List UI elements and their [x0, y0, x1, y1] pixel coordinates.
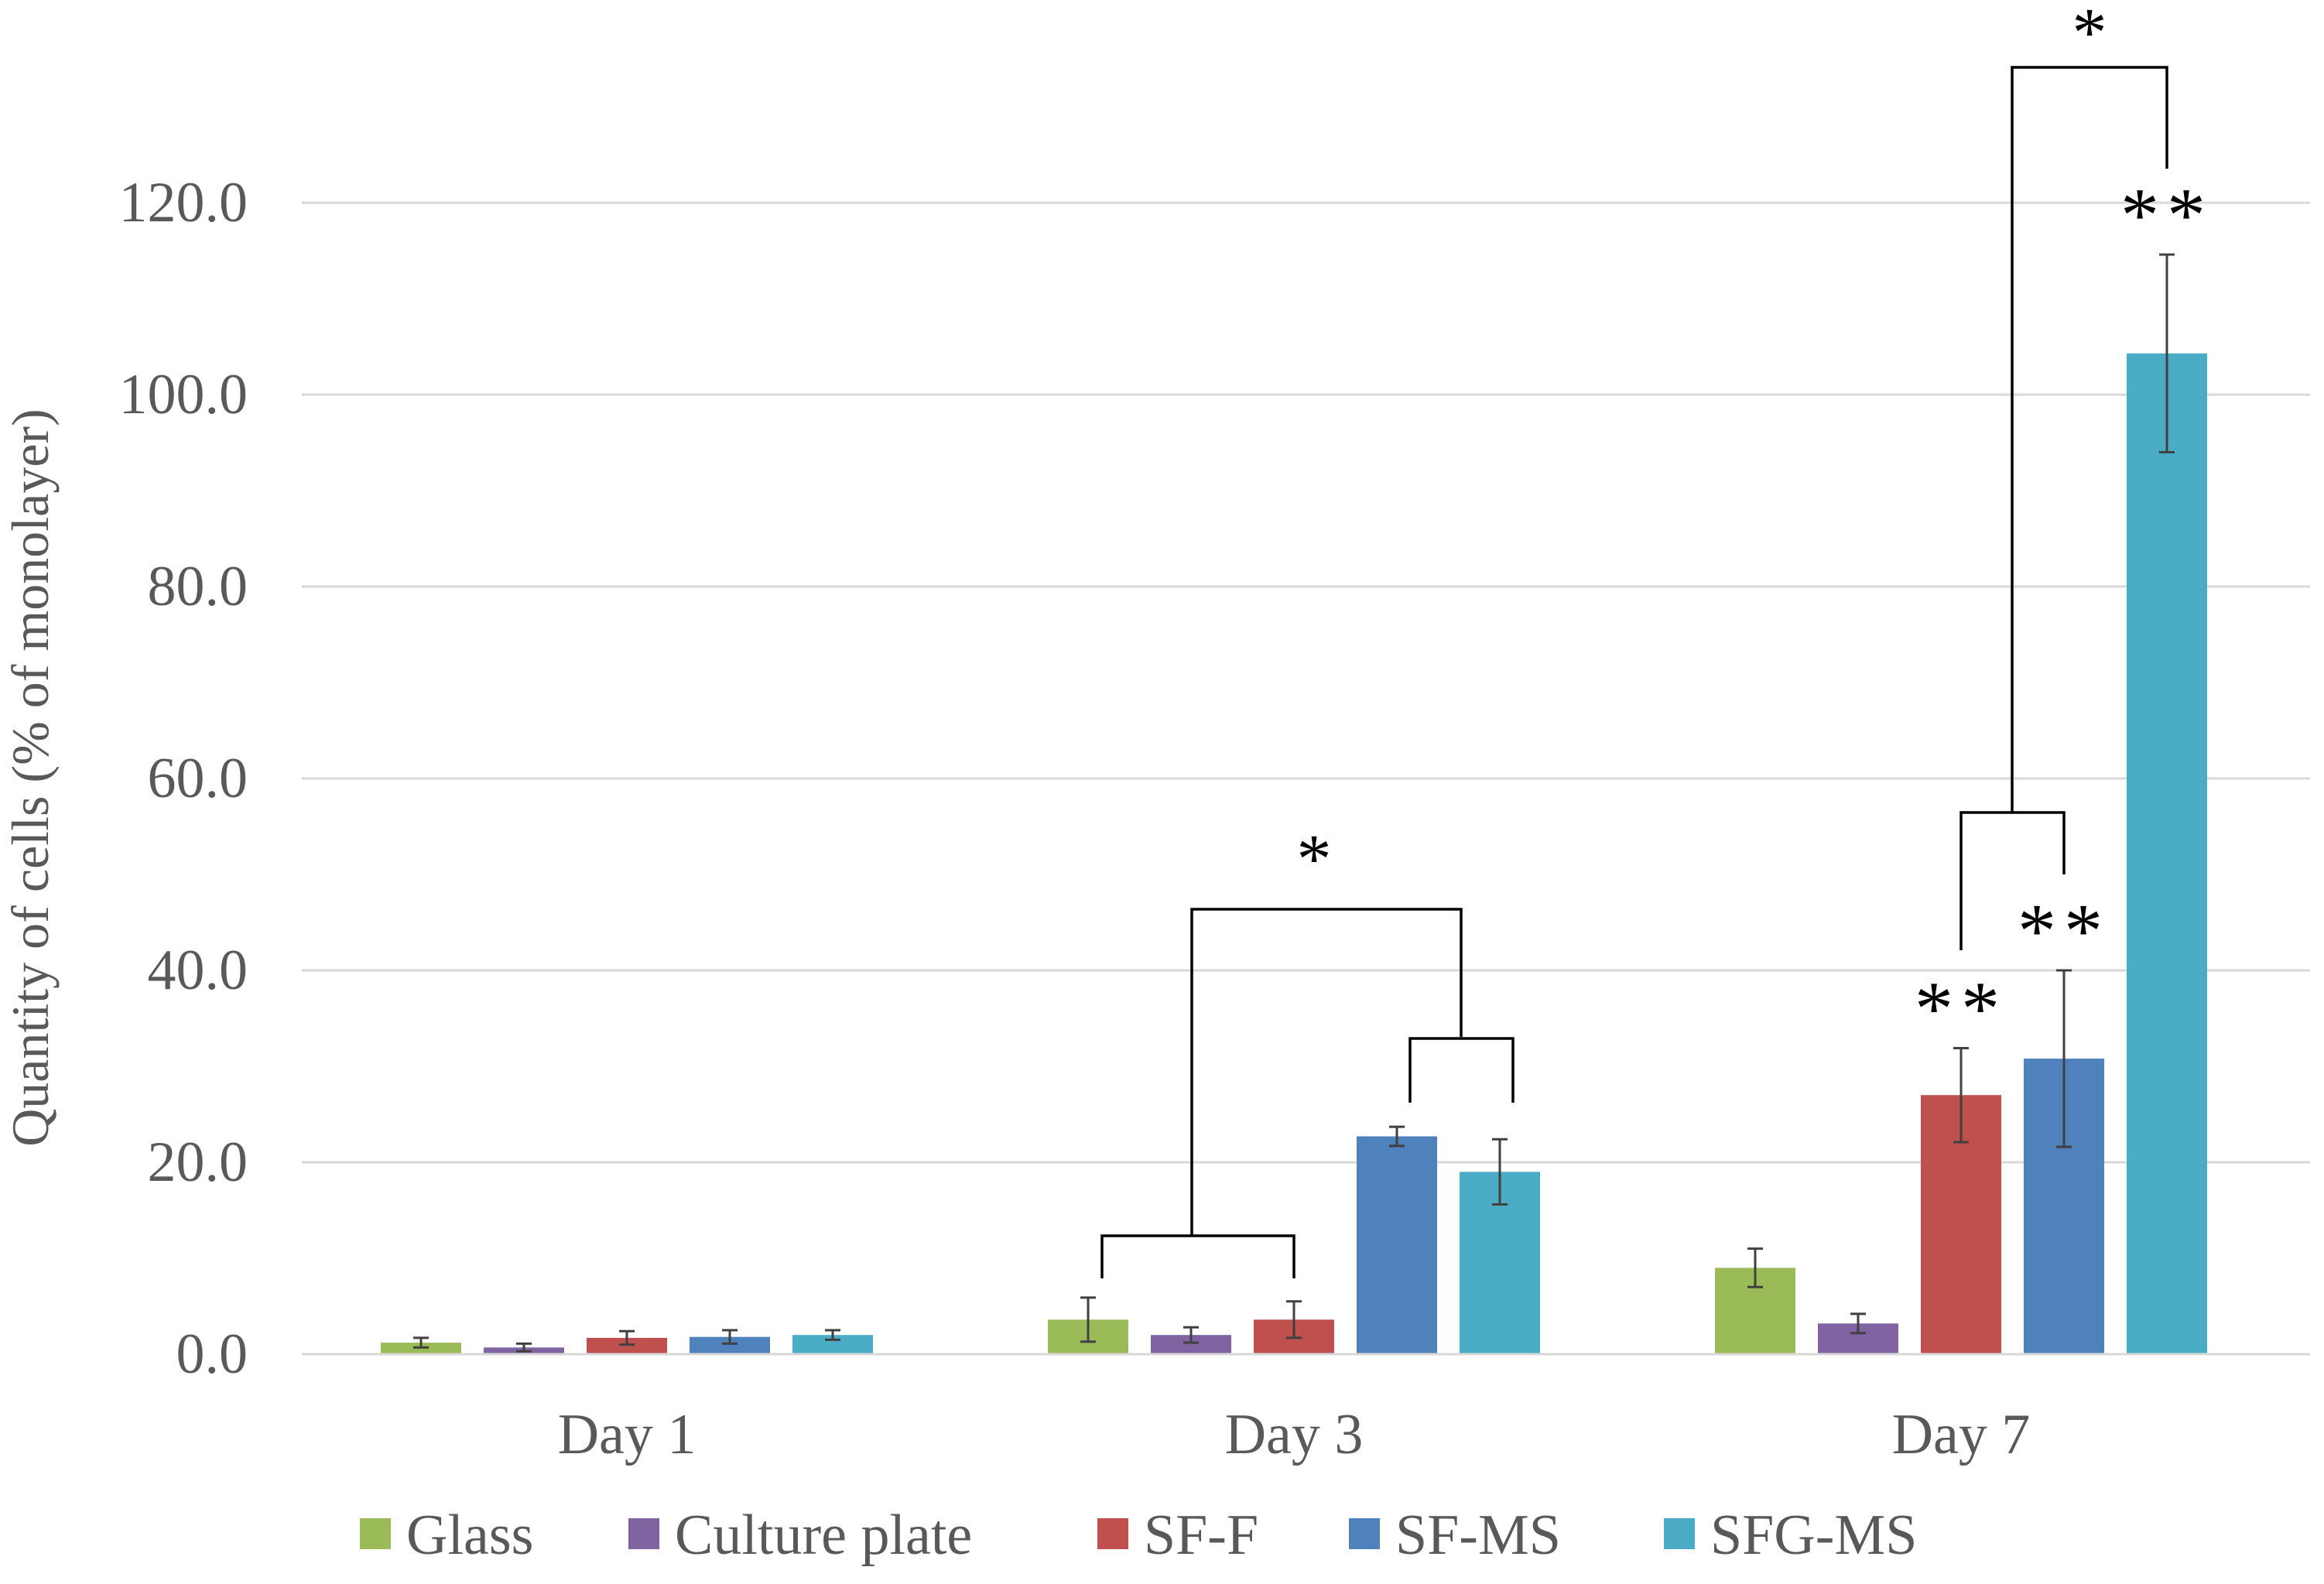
legend-swatch	[360, 1518, 391, 1549]
bar	[587, 1337, 667, 1354]
bar	[1357, 1136, 1437, 1354]
significance-star: *	[2072, 0, 2107, 71]
bar	[2127, 353, 2207, 1355]
bracket-day7-main	[2011, 66, 2168, 813]
error-bars	[413, 253, 2175, 1353]
significance-star: **	[2018, 888, 2110, 973]
legend-label: Glass	[406, 1504, 533, 1567]
legend-swatch	[628, 1518, 659, 1549]
legend-swatch	[1664, 1518, 1695, 1549]
legend-label: Culture plate	[675, 1504, 972, 1567]
significance-star: **	[2120, 172, 2213, 258]
bracket-day3-main	[1190, 908, 1463, 1236]
y-axis-title: Quantity of cells (% of monolayer)	[1, 409, 60, 1147]
gridlines	[302, 201, 2310, 1164]
bracket-day3-high	[1408, 1037, 1515, 1103]
significance-star: *	[1297, 821, 1332, 898]
y-tick-label: 120.0	[119, 171, 248, 234]
y-tick-label: 60.0	[148, 747, 248, 810]
legend: Glass Culture plate SF-F SF-MS SFG-MS	[360, 1504, 1917, 1567]
x-tick-label: Day 7	[1892, 1403, 2031, 1466]
significance-brackets	[1100, 66, 2168, 1278]
y-tick-label: 40.0	[148, 939, 248, 1002]
bar	[690, 1336, 770, 1354]
legend-label: SF-MS	[1395, 1504, 1561, 1567]
y-tick-label: 20.0	[148, 1131, 248, 1194]
legend-swatch	[1349, 1518, 1380, 1549]
y-tick-label: 0.0	[176, 1322, 248, 1386]
legend-swatch	[1097, 1518, 1128, 1549]
x-axis-labels: Day 1 Day 3 Day 7	[558, 1403, 2031, 1466]
legend-label: SF-F	[1144, 1504, 1258, 1567]
legend-label: SFG-MS	[1710, 1504, 1917, 1567]
bracket-day3-low	[1100, 1234, 1295, 1278]
significance-star: **	[1915, 965, 2007, 1051]
x-tick-label: Day 3	[1225, 1403, 1364, 1466]
bars	[381, 353, 2207, 1355]
significance-markers: ********	[1297, 0, 2213, 1051]
y-axis-ticks: 0.0 20.0 40.0 60.0 80.0 100.0 120.0	[119, 171, 248, 1386]
x-tick-label: Day 1	[558, 1403, 697, 1466]
y-tick-label: 80.0	[148, 555, 248, 618]
y-tick-label: 100.0	[119, 363, 248, 426]
